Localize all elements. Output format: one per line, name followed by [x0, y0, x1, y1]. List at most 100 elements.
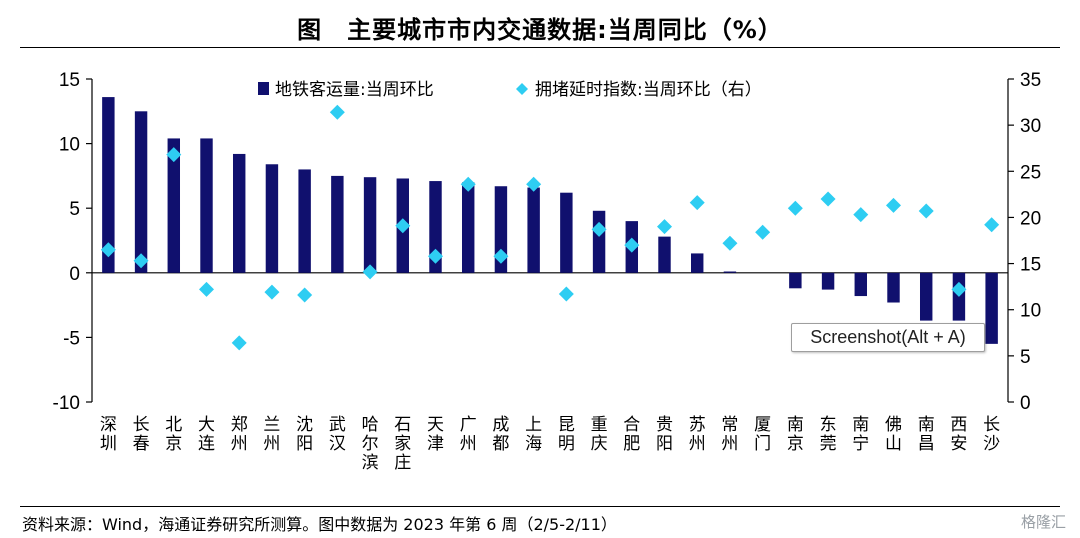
bar	[298, 169, 311, 273]
category-label: 南宁	[852, 415, 869, 454]
bar	[232, 153, 246, 273]
bar	[134, 111, 148, 273]
category-label: 深圳	[100, 415, 117, 454]
diamond-marker	[624, 237, 640, 253]
diamond-marker	[820, 191, 836, 207]
bar	[723, 271, 737, 273]
right-tick-label: 5	[1020, 347, 1031, 368]
diamond-marker	[558, 286, 574, 302]
category-label: 武汉	[329, 415, 346, 454]
diamond-marker	[362, 264, 378, 280]
footer-divider	[20, 506, 1060, 507]
category-label: 广州	[460, 415, 477, 454]
source-note: 资料来源：Wind，海通证券研究所测算。图中数据为 2023 年第 6 周（2/…	[22, 515, 617, 534]
category-label: 长沙	[983, 415, 1000, 454]
chart-title: 图 主要城市市内交通数据:当周同比（%）	[297, 16, 783, 44]
diamond-marker	[951, 281, 967, 297]
diamond-marker	[493, 248, 509, 264]
legend-diamond-swatch	[516, 83, 528, 95]
bar	[167, 138, 181, 273]
right-tick-label: 0	[1020, 393, 1031, 414]
category-label: 南昌	[918, 415, 935, 454]
legend: 地铁客运量:当周环比 拥堵延时指数:当周环比（右）	[258, 80, 762, 100]
diamond-marker	[853, 207, 869, 223]
category-labels: 深圳长春北京大连郑州兰州沈阳武汉哈尔滨石家庄天津广州成都上海昆明重庆合肥贵阳苏州…	[100, 415, 1000, 473]
category-label: 东莞	[820, 415, 837, 454]
bar	[560, 192, 573, 273]
category-label: 重庆	[591, 415, 608, 454]
right-tick-label: 20	[1020, 208, 1041, 229]
category-label: 大连	[198, 415, 215, 454]
bar-series	[102, 97, 998, 344]
bar	[919, 272, 933, 321]
watermark-logo: 格隆汇	[1020, 513, 1066, 531]
right-tick-label: 10	[1020, 301, 1041, 322]
left-tick-label: 15	[59, 70, 80, 91]
category-label: 佛山	[885, 415, 902, 454]
bar	[429, 181, 442, 273]
category-label: 石家庄	[394, 415, 411, 473]
category-label: 常州	[721, 415, 738, 454]
diamond-marker	[591, 221, 607, 237]
right-tick-label: 25	[1020, 162, 1041, 183]
bar	[265, 164, 279, 273]
diamond-marker	[264, 284, 280, 300]
right-tick-label: 15	[1020, 255, 1041, 276]
left-tick-label: 5	[69, 199, 80, 220]
category-label: 哈尔滨	[362, 415, 379, 473]
bar	[363, 177, 377, 273]
diamond-marker	[100, 242, 116, 258]
bar	[527, 187, 540, 273]
diamond-marker	[428, 248, 443, 264]
legend-diamond-label: 拥堵延时指数:当周环比（右）	[535, 80, 762, 100]
bar	[821, 272, 835, 290]
diamond-marker	[657, 219, 672, 235]
category-label: 苏州	[689, 415, 706, 454]
marker-series	[100, 104, 1000, 351]
category-label: 沈阳	[296, 415, 313, 454]
bar	[854, 272, 868, 297]
category-label: 成都	[492, 415, 509, 454]
category-label: 西安	[950, 415, 967, 454]
diamond-marker	[755, 224, 771, 240]
bar	[102, 97, 115, 273]
diamond-marker	[199, 281, 214, 297]
bar	[200, 138, 213, 273]
legend-bar-swatch	[258, 82, 269, 95]
legend-bar-label: 地铁客运量:当周环比	[275, 80, 434, 100]
category-label: 兰州	[263, 415, 280, 454]
bar	[331, 175, 344, 273]
bar	[789, 272, 802, 289]
category-label: 厦门	[754, 415, 771, 454]
left-tick-label: -10	[53, 393, 80, 414]
diamond-marker	[297, 287, 313, 303]
diamond-marker	[787, 200, 803, 216]
diamond-marker	[231, 335, 247, 351]
category-label: 合肥	[623, 415, 640, 454]
diamond-marker	[166, 147, 182, 163]
title-divider	[20, 47, 1060, 48]
diamond-marker	[395, 218, 411, 234]
right-tick-label: 35	[1020, 70, 1041, 91]
left-tick-label: 0	[69, 264, 80, 285]
category-label: 郑州	[231, 415, 248, 454]
diamond-marker	[460, 176, 476, 192]
bar	[494, 186, 508, 273]
diamond-marker	[689, 195, 705, 211]
bar	[690, 253, 704, 273]
category-label: 天津	[427, 415, 444, 454]
bar	[658, 236, 671, 273]
diamond-marker	[886, 197, 901, 213]
screenshot-tooltip: Screenshot(Alt + A)	[791, 323, 985, 352]
right-tick-label: 30	[1020, 116, 1041, 137]
category-label: 南京	[787, 415, 804, 454]
chart-axes: -10 -5 0 5 10 15 0 5 10 15 20 25 30 35	[53, 70, 1042, 414]
bar	[887, 272, 900, 303]
category-label: 长春	[133, 415, 150, 454]
diamond-marker	[133, 253, 149, 269]
category-label: 贵阳	[656, 415, 673, 454]
left-tick-label: -5	[63, 328, 80, 349]
left-tick-label: 10	[59, 135, 80, 156]
category-label: 北京	[165, 415, 182, 454]
